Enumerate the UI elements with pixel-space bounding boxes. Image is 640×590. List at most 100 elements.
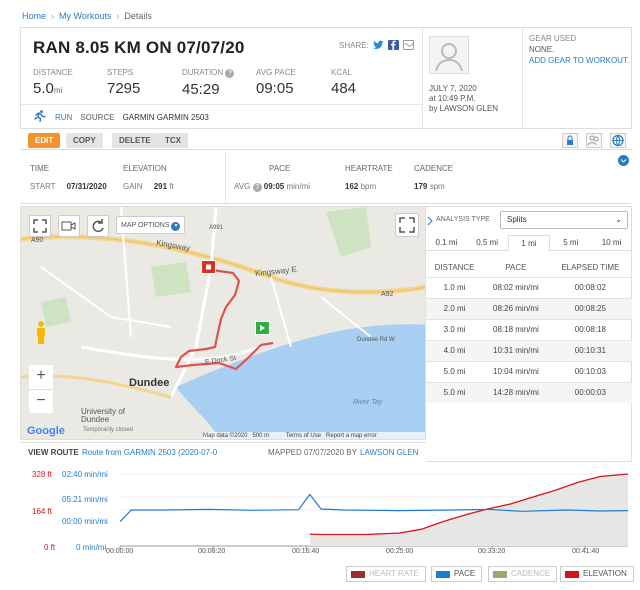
gear-value: NONE.	[529, 45, 555, 54]
facebook-icon[interactable]	[387, 40, 399, 50]
stat-label: KCAL	[331, 68, 352, 77]
table-row[interactable]: 4.0 mi 10:31 min/mi 00:10:31	[426, 339, 632, 361]
cadence-label: CADENCE	[414, 164, 454, 173]
copy-button[interactable]: COPY	[66, 133, 103, 148]
stat-duration: DURATION ? 45:29	[182, 68, 235, 98]
column-header: ELAPSED TIME	[561, 263, 620, 273]
column-header: DISTANCE	[434, 263, 475, 273]
stat-label: STEPS	[107, 68, 134, 77]
table-row[interactable]: 5.0 mi 10:04 min/mi 00:10:03	[426, 360, 632, 382]
tcx-export-button[interactable]: TCX	[158, 133, 188, 148]
legend-pace[interactable]: PACE	[431, 566, 483, 582]
workout-date: JULY 7, 2020 at 10:49 P.M. by LAWSON GLE…	[429, 84, 499, 113]
table-row[interactable]: 3.0 mi 08:18 min/mi 00:08:18	[426, 318, 632, 340]
chevron-down-icon: ▾	[171, 222, 181, 231]
cadence-value: 179 spm	[414, 182, 445, 191]
y-axis-pace-tick: 02:40 min/mi	[62, 470, 108, 479]
breadcrumb-home[interactable]: Home	[22, 11, 47, 21]
tab-0-1-mi[interactable]: 0.1 mi	[426, 235, 467, 251]
mapped-label: MAPPED 07/07/2020 BY	[268, 448, 357, 457]
twitter-icon[interactable]	[372, 40, 384, 50]
table-row[interactable]: 1.0 mi 08:02 min/mi 00:08:02	[426, 276, 632, 298]
zoom-out-icon[interactable]: −	[29, 389, 53, 413]
gear-section: GEAR USED NONE. ADD GEAR TO WORKOUT.	[529, 33, 629, 66]
split-interval-tabs: 0.1 mi 0.5 mi 1 mi 5 mi 10 mi	[426, 235, 632, 251]
privacy-lock-icon[interactable]	[562, 133, 578, 148]
info-icon[interactable]: ?	[252, 183, 262, 192]
map-fullscreen-icon[interactable]	[395, 213, 419, 237]
table-header-row: DISTANCE PACE ELAPSED TIME	[426, 259, 632, 277]
y-axis-pace-tick: 00:00 min/mi	[62, 517, 108, 526]
replay-icon[interactable]	[87, 215, 109, 237]
divider	[225, 152, 226, 204]
table-row[interactable]: 2.0 mi 08:26 min/mi 00:08:25	[426, 297, 632, 319]
chevron-down-icon[interactable]	[618, 155, 629, 166]
legend-cadence[interactable]: CADENCE	[488, 566, 558, 582]
elevation-area	[309, 474, 628, 546]
legend-swatch	[351, 570, 365, 578]
breadcrumb-workouts[interactable]: My Workouts	[59, 11, 112, 21]
map-options-dropdown[interactable]: MAP OPTIONS ▾	[116, 216, 186, 234]
stat-value: 7295	[107, 80, 141, 97]
stat-label: DISTANCE	[33, 68, 73, 77]
fullscreen-icon[interactable]	[29, 215, 51, 237]
analysis-type-select[interactable]: Splits ⌄	[500, 211, 628, 229]
street-view-pegman-icon[interactable]	[33, 320, 49, 346]
tab-10-mi[interactable]: 10 mi	[591, 235, 632, 251]
heartrate-value: 162 bpm	[345, 182, 377, 191]
tab-5-mi[interactable]: 5 mi	[550, 235, 592, 251]
route-link[interactable]: Route from GARMIN 2503 (2020-07-0	[82, 448, 218, 457]
x-axis-tick: 00:08:20	[198, 548, 226, 555]
start-marker-icon[interactable]	[255, 321, 270, 335]
share-bar: SHARE:	[339, 40, 415, 50]
friends-icon[interactable]	[586, 133, 602, 148]
x-axis-tick: 00:00:00	[106, 548, 134, 555]
elevation-line	[309, 473, 629, 536]
analysis-panel: ANALYSIS TYPE Splits ⌄ 0.1 mi 0.5 mi 1 mi…	[426, 206, 632, 462]
legend-swatch	[493, 570, 507, 578]
x-axis-tick: 00:33:20	[478, 548, 506, 555]
divider	[422, 28, 423, 128]
action-toolbar: EDIT COPY DELETE TCX	[20, 130, 632, 150]
map-label: River Tay	[353, 399, 383, 406]
3d-view-icon[interactable]	[58, 215, 80, 237]
breadcrumb-separator: ›	[51, 11, 55, 21]
add-gear-link[interactable]: ADD GEAR TO WORKOUT.	[529, 56, 630, 65]
tab-1-mi[interactable]: 1 mi	[507, 235, 551, 251]
map-label: Dundee Rd W	[357, 337, 395, 343]
stat-value: 45:29	[182, 81, 220, 98]
analysis-type-label: ANALYSIS TYPE	[436, 216, 490, 223]
collapse-arrow-icon[interactable]	[426, 216, 434, 226]
breadcrumb: Home › My Workouts › Details	[22, 11, 152, 21]
stat-steps: STEPS 7295	[107, 68, 140, 97]
zoom-controls: + −	[29, 365, 53, 413]
legend-heart-rate[interactable]: HEART RATE	[346, 566, 426, 582]
info-icon[interactable]: ?	[225, 69, 235, 78]
gear-label: GEAR USED	[529, 34, 577, 43]
y-axis-elevation-tick: 0 ft	[44, 543, 56, 552]
avg-pace: AVG ? 09:05 min/mi	[234, 182, 311, 192]
globe-icon[interactable]	[610, 133, 626, 148]
stat-kcal: KCAL 484	[331, 68, 356, 97]
google-logo: Google	[27, 425, 65, 437]
mapped-by-link[interactable]: LAWSON GLEN	[360, 448, 419, 457]
breadcrumb-separator: ›	[116, 11, 120, 21]
route-map[interactable]: Kingsway Kingsway E A90 A92 Dundee Unive…	[20, 206, 426, 440]
splits-table: DISTANCE PACE ELAPSED TIME 1.0 mi 08:02 m…	[426, 259, 632, 403]
pace-line	[119, 493, 629, 523]
workout-title: RAN 8.05 KM ON 07/07/20	[33, 38, 245, 57]
divider	[21, 104, 422, 105]
edit-button[interactable]: EDIT	[28, 133, 61, 148]
chart-plot[interactable]	[20, 464, 632, 564]
legend-elevation[interactable]: ELEVATION	[560, 566, 634, 582]
table-row[interactable]: 5.0 mi 14:28 min/mi 00:00:03	[426, 381, 632, 403]
pace-label: PACE	[269, 164, 291, 173]
email-icon[interactable]	[402, 40, 415, 50]
breadcrumb-current: Details	[124, 11, 152, 21]
tab-0-5-mi[interactable]: 0.5 mi	[466, 235, 508, 251]
delete-button[interactable]: DELETE	[112, 133, 158, 148]
stat-label: DURATION ?	[182, 68, 235, 78]
activity-type[interactable]: RUN	[55, 112, 73, 122]
zoom-in-icon[interactable]: +	[36, 367, 46, 384]
finish-marker-icon[interactable]	[201, 260, 216, 274]
